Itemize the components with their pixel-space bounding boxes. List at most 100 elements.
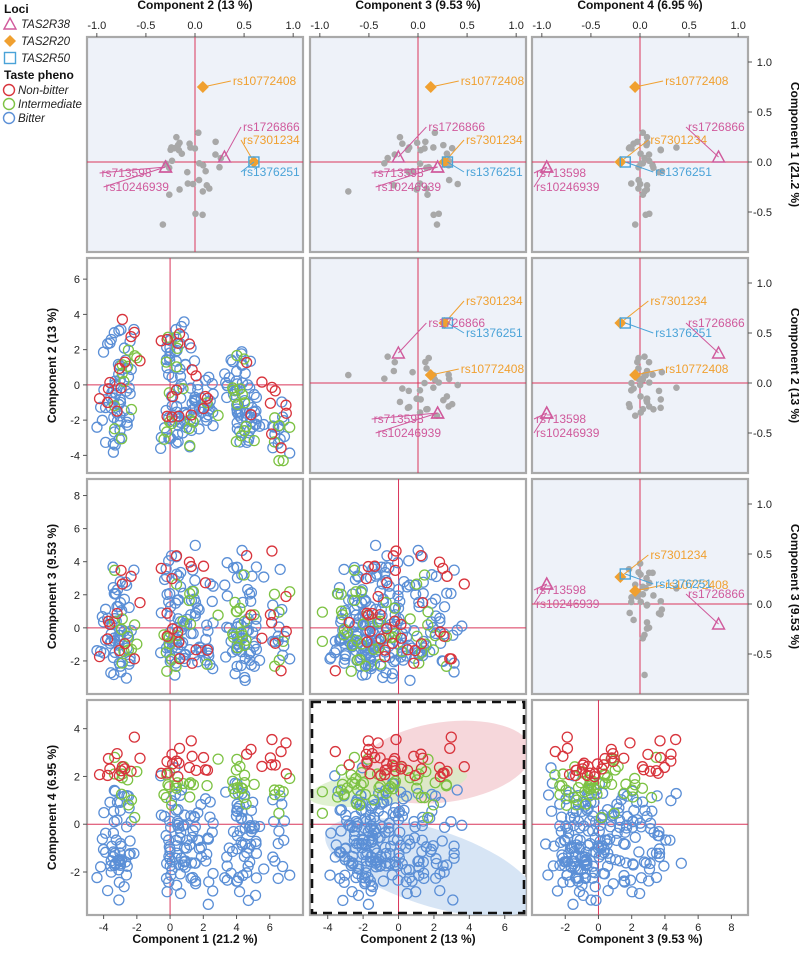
score-point-non-bitter	[197, 402, 210, 415]
legend-pheno-title: Taste pheno	[4, 68, 74, 82]
score-point-non-bitter	[561, 731, 573, 743]
score-point-intermediate	[331, 587, 344, 600]
score-point-intermediate	[171, 342, 184, 355]
score-point-bitter	[554, 820, 566, 832]
score-point-intermediate	[338, 789, 350, 801]
score-point-bitter	[99, 603, 112, 615]
score-point-intermediate	[184, 439, 196, 452]
score-point-intermediate	[122, 344, 135, 356]
score-point-bitter	[165, 869, 177, 881]
score-point-bitter	[560, 820, 572, 833]
other-locus-point	[413, 139, 421, 147]
score-point-non-bitter	[409, 769, 421, 782]
score-point-bitter	[417, 576, 429, 588]
score-point-non-bitter	[166, 623, 179, 635]
score-point-non-bitter	[361, 607, 373, 619]
score-point-non-bitter	[245, 743, 257, 756]
other-locus-point	[423, 185, 430, 192]
score-point-intermediate	[410, 578, 423, 590]
score-point-intermediate	[629, 779, 641, 791]
score-point-bitter	[350, 815, 362, 828]
score-point-intermediate	[109, 423, 121, 435]
y-tick-label-left: 2	[74, 590, 80, 602]
other-locus-point	[184, 180, 192, 187]
score-point-bitter	[324, 653, 336, 665]
score-point-bitter	[201, 848, 213, 860]
other-locus-point	[416, 180, 424, 187]
score-point-non-bitter	[161, 607, 173, 619]
score-point-bitter	[627, 815, 639, 827]
score-point-non-bitter	[654, 735, 666, 747]
score-point-bitter	[551, 885, 564, 897]
y-tick-label-left: -4	[70, 450, 80, 462]
score-point-non-bitter	[618, 752, 630, 764]
score-point-bitter	[114, 796, 126, 808]
score-point-bitter	[589, 832, 601, 844]
score-point-intermediate	[201, 397, 213, 409]
score-point-bitter	[250, 847, 263, 860]
score-point-bitter	[189, 574, 201, 587]
score-point-bitter	[571, 833, 583, 845]
score-point-bitter	[366, 833, 379, 845]
score-point-non-bitter	[408, 657, 420, 669]
score-point-bitter	[114, 804, 126, 817]
score-point-non-bitter	[173, 636, 185, 648]
score-point-intermediate	[591, 788, 603, 800]
loading-rs713598-label: rs713598	[536, 166, 586, 180]
other-locus-point	[448, 400, 456, 408]
score-point-bitter	[105, 333, 117, 346]
score-point-bitter	[430, 857, 443, 870]
score-point-bitter	[235, 646, 248, 658]
score-point-non-bitter	[161, 410, 173, 422]
other-locus-point	[657, 396, 665, 403]
score-point-bitter	[278, 834, 290, 846]
score-point-bitter	[346, 850, 359, 863]
score-point-bitter	[333, 581, 346, 594]
loading-rs10246939-label: rs10246939	[106, 180, 170, 194]
score-point-intermediate	[115, 788, 128, 800]
score-point-bitter	[113, 894, 125, 906]
score-point-bitter	[365, 885, 377, 897]
score-point-bitter	[370, 861, 382, 873]
loading-rs10246939-triangle	[539, 576, 554, 590]
score-point-bitter	[652, 829, 664, 842]
score-point-bitter	[161, 588, 173, 601]
score-point-bitter	[643, 863, 656, 875]
score-point-non-bitter	[379, 650, 391, 663]
loading-rs1376251-square	[441, 317, 454, 329]
score-point-bitter	[91, 871, 103, 884]
score-point-bitter	[113, 657, 125, 669]
score-point-bitter	[339, 653, 351, 665]
score-point-bitter	[628, 804, 640, 817]
score-point-intermediate	[115, 623, 128, 635]
loading-rs10772408-leader	[430, 368, 459, 376]
score-point-bitter	[665, 795, 677, 807]
score-point-bitter	[242, 894, 255, 907]
score-point-bitter	[204, 403, 216, 415]
score-point-non-bitter	[241, 550, 253, 562]
x-tick-label-top: -1.0	[87, 20, 106, 32]
score-point-bitter	[429, 593, 442, 605]
panel-0-0: rs10772408 rs7301234 rs1376251 rs1726866 rs7…	[85, 35, 305, 254]
other-locus-point	[199, 162, 207, 169]
other-locus-point	[643, 133, 651, 141]
score-point-bitter	[413, 596, 425, 609]
score-point-intermediate	[352, 654, 364, 666]
score-point-bitter	[567, 898, 579, 910]
score-point-intermediate	[235, 626, 247, 638]
score-point-bitter	[107, 446, 120, 458]
score-point-bitter	[207, 617, 219, 629]
score-point-bitter	[204, 578, 216, 590]
other-locus-point	[645, 358, 653, 366]
circle-marker-icon	[2, 83, 16, 97]
x-tick-label-bottom: 0	[595, 922, 601, 934]
score-point-non-bitter	[458, 578, 470, 590]
other-locus-point	[430, 384, 437, 391]
score-point-bitter	[98, 384, 110, 396]
score-point-non-bitter	[128, 653, 141, 665]
score-point-non-bitter	[275, 442, 287, 454]
score-point-intermediate	[238, 769, 251, 781]
x-tick-label-top: 0.0	[632, 20, 647, 32]
panel-1-0	[85, 256, 305, 475]
score-point-bitter	[401, 887, 413, 900]
